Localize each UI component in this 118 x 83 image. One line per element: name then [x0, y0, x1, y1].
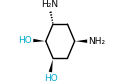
Text: H₂N: H₂N — [41, 0, 58, 9]
Text: NH₂: NH₂ — [88, 37, 106, 46]
Text: HO: HO — [44, 74, 58, 83]
Polygon shape — [75, 40, 87, 43]
Polygon shape — [33, 39, 46, 42]
Polygon shape — [49, 58, 53, 72]
Text: HO: HO — [18, 36, 32, 45]
